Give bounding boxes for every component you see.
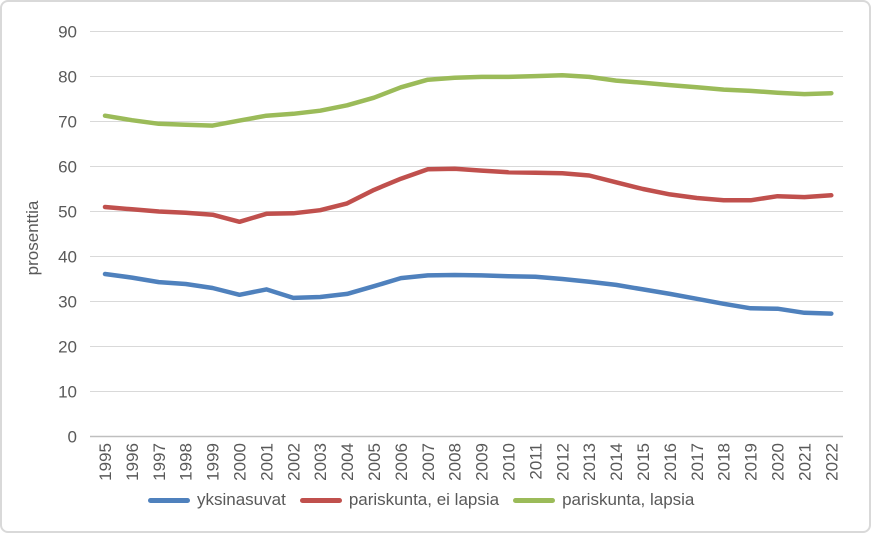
gridlines	[90, 30, 843, 438]
series-line-pariskunta-ei-lapsia	[102, 166, 834, 225]
x-tick-label: 2008	[446, 443, 465, 481]
legend-label: pariskunta, ei lapsia	[348, 490, 500, 509]
x-tick-label: 2019	[742, 443, 761, 481]
y-axis-title: prosenttia	[23, 200, 42, 276]
y-tick-label: 80	[58, 67, 77, 86]
x-tick-label: 2011	[526, 443, 545, 480]
x-tick-label: 1995	[96, 443, 115, 481]
x-tick-label: 2020	[769, 443, 788, 481]
y-tick-labels: 0 10 20 30 40 50 60 70 80 90	[58, 22, 77, 446]
legend-label: pariskunta, lapsia	[562, 490, 695, 509]
legend-item: yksinasuvat	[148, 490, 286, 510]
y-tick-label: 60	[58, 157, 77, 176]
legend-line-swatch	[148, 497, 190, 503]
x-tick-label: 2007	[419, 443, 438, 481]
x-tick-label: 2014	[607, 443, 626, 481]
legend-item: pariskunta, lapsia	[513, 490, 694, 510]
x-tick-label: 1999	[204, 443, 223, 481]
x-tick-label: 1997	[150, 443, 169, 481]
x-tick-label: 2002	[284, 443, 303, 481]
y-tick-label: 90	[58, 22, 77, 41]
series-line-yksinasuvat	[102, 271, 834, 316]
x-tick-label: 1996	[123, 443, 142, 481]
x-tick-label: 2005	[365, 443, 384, 481]
y-tick-label: 10	[58, 382, 77, 401]
x-tick-label: 2021	[795, 443, 814, 481]
x-tick-label: 2015	[634, 443, 653, 481]
legend-line-swatch	[299, 497, 342, 503]
x-tick-label: 2022	[822, 443, 841, 481]
y-tick-label: 40	[58, 247, 77, 266]
y-tick-label: 30	[58, 292, 77, 311]
series-line-pariskunta-lapsia	[102, 72, 834, 128]
legend-item: pariskunta, ei lapsia	[299, 490, 500, 510]
x-tick-label: 2006	[392, 443, 411, 481]
x-tick-label: 2000	[231, 443, 250, 481]
x-tick-labels: 1995 1996 1997 1998 1999 2000 2001 2002 2003 2004…	[96, 443, 841, 481]
x-tick-label: 1998	[177, 443, 196, 481]
y-tick-label: 20	[58, 337, 77, 356]
y-tick-label: 0	[68, 427, 77, 446]
x-tick-label: 2017	[688, 443, 707, 481]
legend-line-swatch	[513, 497, 556, 503]
x-tick-label: 2010	[500, 443, 519, 481]
x-tick-label: 2013	[580, 443, 599, 481]
x-tick-label: 2016	[661, 443, 680, 481]
legend-label: yksinasuvat	[197, 490, 286, 509]
y-tick-label: 50	[58, 202, 77, 221]
y-tick-label: 70	[58, 112, 77, 131]
x-tick-label: 2004	[338, 443, 357, 481]
legend: yksinasuvat pariskunta, ei lapsia pariskun…	[148, 490, 694, 510]
x-tick-label: 2018	[715, 443, 734, 481]
x-tick-label: 2003	[311, 443, 330, 481]
x-tick-label: 2009	[473, 443, 492, 481]
x-tick-label: 2012	[553, 443, 572, 481]
x-tick-label: 2001	[257, 443, 276, 481]
